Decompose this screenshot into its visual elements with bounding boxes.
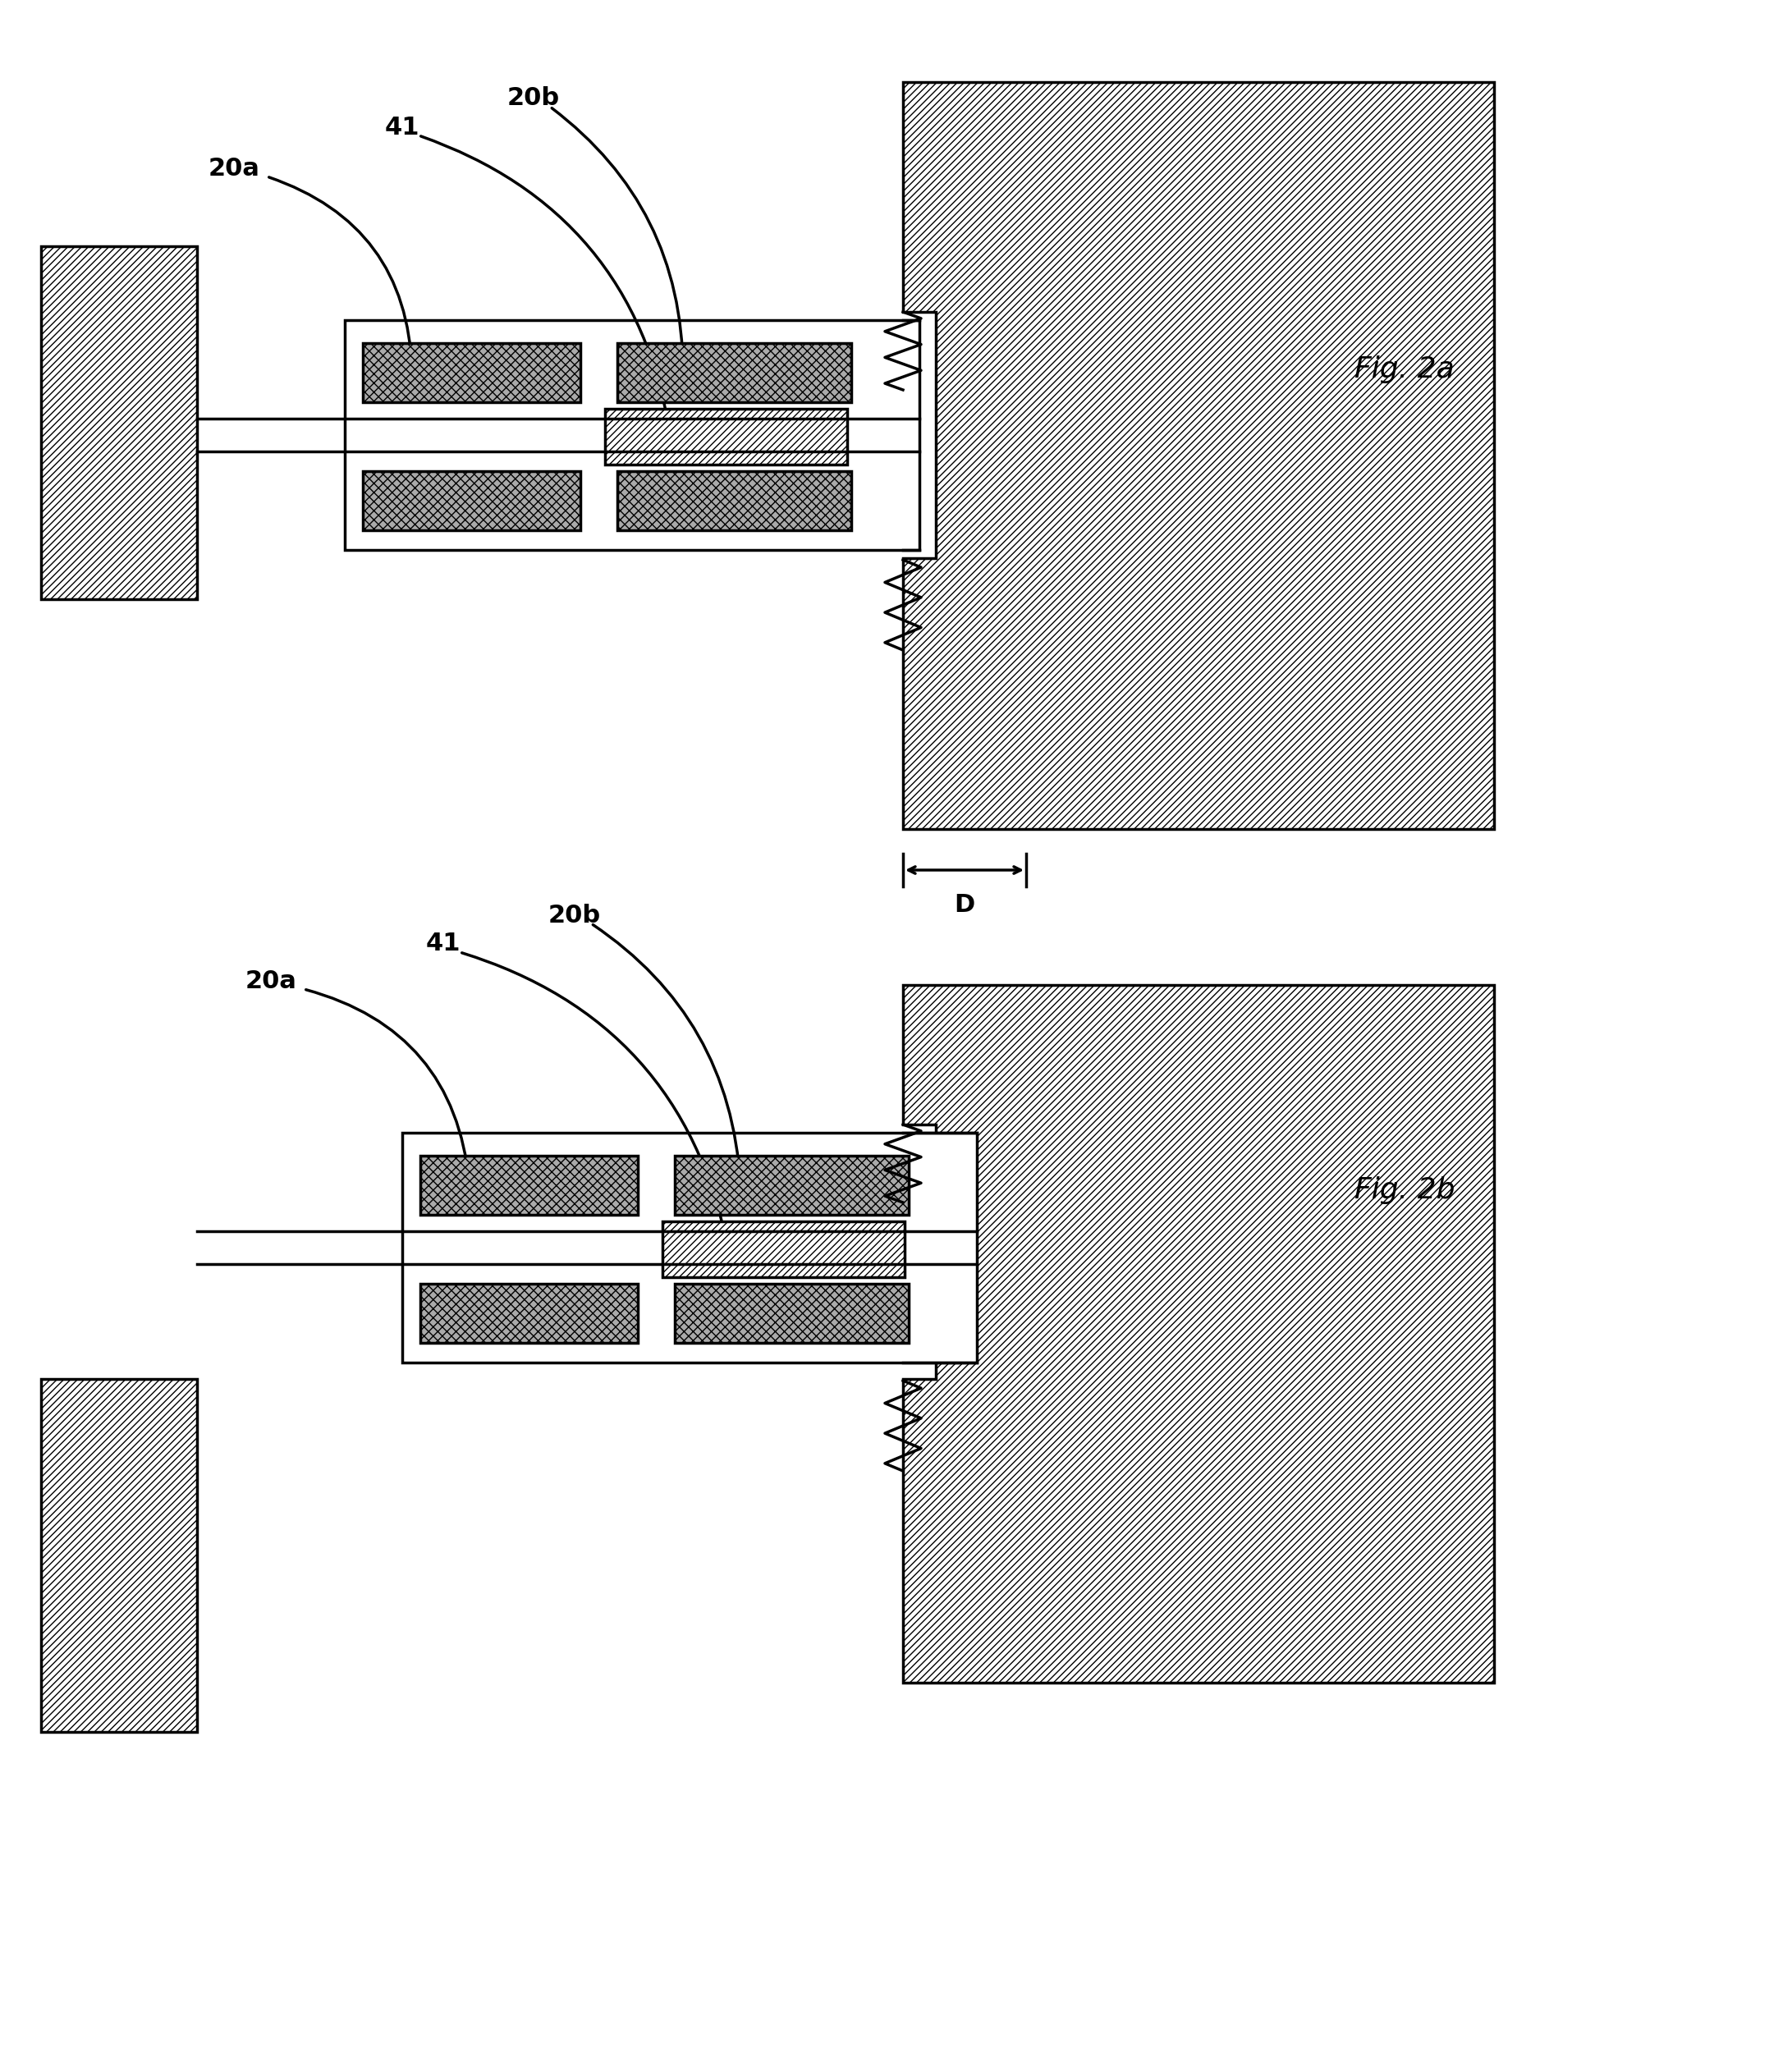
- Bar: [616, 471, 851, 531]
- Bar: [362, 471, 581, 531]
- Bar: [401, 1132, 977, 1364]
- Bar: [676, 1155, 909, 1215]
- Bar: [663, 1221, 905, 1277]
- Text: 41: 41: [426, 932, 461, 957]
- Bar: [41, 1378, 197, 1731]
- Text: 20a: 20a: [208, 157, 260, 180]
- Bar: [344, 320, 919, 550]
- PathPatch shape: [903, 83, 1495, 828]
- Text: 20a: 20a: [246, 969, 297, 994]
- Text: D: D: [953, 893, 975, 917]
- Text: Fig. 2a: Fig. 2a: [1355, 355, 1455, 384]
- Bar: [606, 409, 848, 465]
- Bar: [362, 343, 581, 403]
- Bar: [616, 343, 851, 403]
- Text: 20b: 20b: [548, 903, 600, 928]
- Bar: [676, 1283, 909, 1343]
- Bar: [41, 246, 197, 599]
- Text: Fig. 2b: Fig. 2b: [1355, 1176, 1455, 1204]
- PathPatch shape: [903, 985, 1495, 1682]
- Text: 20b: 20b: [507, 87, 559, 109]
- Text: 41: 41: [385, 116, 419, 138]
- Bar: [421, 1155, 638, 1215]
- Bar: [421, 1283, 638, 1343]
